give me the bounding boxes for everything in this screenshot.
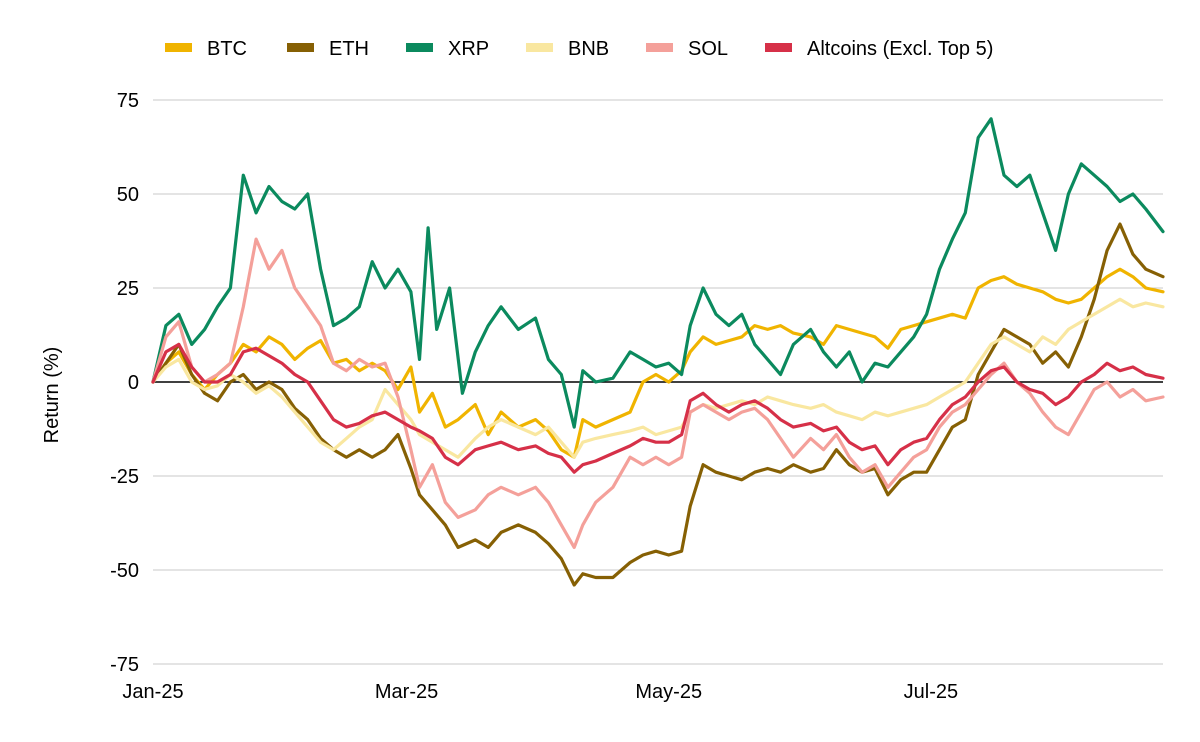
- legend-swatch: [765, 43, 792, 52]
- series-lines: [151, 117, 1165, 587]
- series-line-btc: [151, 267, 1165, 459]
- gridlines: [153, 99, 1163, 665]
- series-line-altcoins-excl-top-5: [151, 342, 1165, 474]
- legend-label: BTC: [207, 38, 247, 60]
- legend-label: Altcoins (Excl. Top 5): [807, 38, 993, 60]
- x-tick-label: Jul-25: [904, 681, 958, 703]
- legend: BTC ETH XRP BNB SOL Altcoins (Excl. Top 5): [165, 38, 993, 60]
- y-tick-label: -75: [110, 654, 139, 676]
- y-tick-label: 50: [117, 184, 139, 206]
- legend-swatch: [646, 43, 673, 52]
- y-tick-label: 0: [128, 372, 139, 394]
- x-tick-label: Jan-25: [122, 681, 183, 703]
- legend-swatch: [165, 43, 192, 52]
- y-tick-label: -50: [110, 560, 139, 582]
- legend-swatch: [526, 43, 553, 52]
- y-tick-label: 75: [117, 90, 139, 112]
- x-tick-label: May-25: [635, 681, 702, 703]
- legend-swatch: [406, 43, 433, 52]
- y-axis: 75 50 25 0 -25 -50 -75: [110, 90, 139, 676]
- y-tick-label: -25: [110, 466, 139, 488]
- series-line-sol: [151, 237, 1165, 549]
- legend-label: SOL: [688, 38, 728, 60]
- x-tick-label: Mar-25: [375, 681, 438, 703]
- legend-label: XRP: [448, 38, 489, 60]
- legend-label: ETH: [329, 38, 369, 60]
- x-axis: Jan-25 Mar-25 May-25 Jul-25: [122, 681, 958, 703]
- y-axis-title: Return (%): [41, 347, 63, 444]
- series-line-eth: [151, 222, 1165, 587]
- legend-label: BNB: [568, 38, 609, 60]
- series-line-xrp: [151, 117, 1165, 429]
- series-line-bnb: [151, 297, 1165, 459]
- y-tick-label: 25: [117, 278, 139, 300]
- legend-swatch: [287, 43, 314, 52]
